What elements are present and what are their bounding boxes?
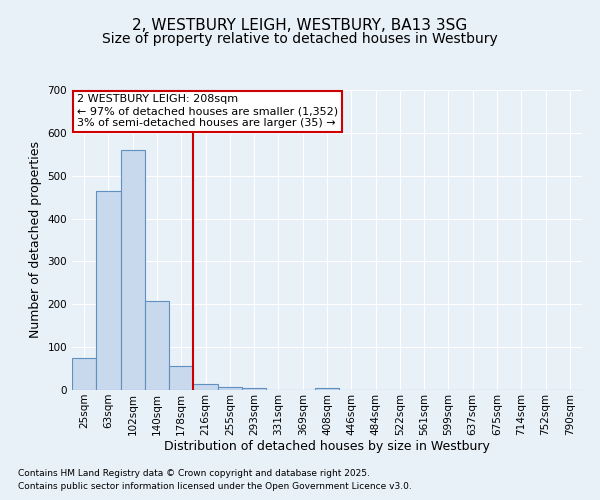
Bar — [193, 384, 218, 390]
Bar — [218, 386, 242, 390]
Bar — [315, 388, 339, 390]
Text: Size of property relative to detached houses in Westbury: Size of property relative to detached ho… — [102, 32, 498, 46]
Bar — [72, 358, 96, 390]
Bar — [121, 150, 145, 390]
X-axis label: Distribution of detached houses by size in Westbury: Distribution of detached houses by size … — [164, 440, 490, 454]
Bar — [96, 190, 121, 390]
Bar — [242, 388, 266, 390]
Bar — [169, 366, 193, 390]
Y-axis label: Number of detached properties: Number of detached properties — [29, 142, 42, 338]
Text: Contains public sector information licensed under the Open Government Licence v3: Contains public sector information licen… — [18, 482, 412, 491]
Text: 2, WESTBURY LEIGH, WESTBURY, BA13 3SG: 2, WESTBURY LEIGH, WESTBURY, BA13 3SG — [133, 18, 467, 32]
Text: 2 WESTBURY LEIGH: 208sqm
← 97% of detached houses are smaller (1,352)
3% of semi: 2 WESTBURY LEIGH: 208sqm ← 97% of detach… — [77, 94, 338, 128]
Text: Contains HM Land Registry data © Crown copyright and database right 2025.: Contains HM Land Registry data © Crown c… — [18, 468, 370, 477]
Bar — [145, 302, 169, 390]
